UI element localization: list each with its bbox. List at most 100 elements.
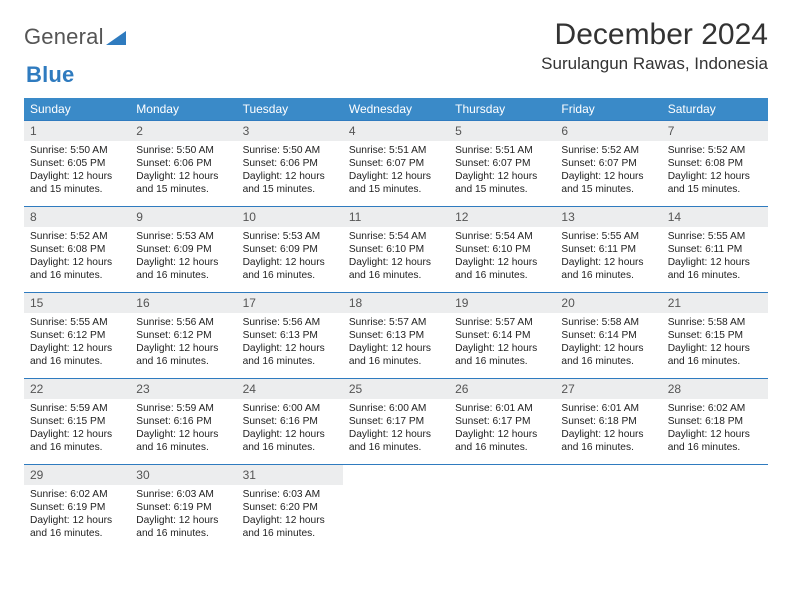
day-number: 16: [130, 293, 236, 313]
brand-part1: General: [24, 24, 104, 50]
day-details: Sunrise: 5:57 AM Sunset: 6:13 PM Dayligh…: [343, 313, 449, 372]
day-details: Sunrise: 6:01 AM Sunset: 6:18 PM Dayligh…: [555, 399, 661, 458]
calendar-cell: 15Sunrise: 5:55 AM Sunset: 6:12 PM Dayli…: [24, 293, 130, 379]
day-number: 26: [449, 379, 555, 399]
day-details: Sunrise: 5:53 AM Sunset: 6:09 PM Dayligh…: [237, 227, 343, 286]
calendar-cell: 17Sunrise: 5:56 AM Sunset: 6:13 PM Dayli…: [237, 293, 343, 379]
calendar-cell: 10Sunrise: 5:53 AM Sunset: 6:09 PM Dayli…: [237, 207, 343, 293]
day-number: 14: [662, 207, 768, 227]
calendar-cell: 4Sunrise: 5:51 AM Sunset: 6:07 PM Daylig…: [343, 121, 449, 207]
weekday-header: Monday: [130, 98, 236, 121]
calendar-cell: [343, 465, 449, 551]
brand-triangle-icon: [106, 29, 126, 45]
day-details: Sunrise: 5:50 AM Sunset: 6:05 PM Dayligh…: [24, 141, 130, 200]
day-details: Sunrise: 6:02 AM Sunset: 6:18 PM Dayligh…: [662, 399, 768, 458]
calendar-cell: 22Sunrise: 5:59 AM Sunset: 6:15 PM Dayli…: [24, 379, 130, 465]
day-number: 6: [555, 121, 661, 141]
brand-logo: General: [24, 18, 126, 50]
calendar-row: 22Sunrise: 5:59 AM Sunset: 6:15 PM Dayli…: [24, 379, 768, 465]
day-number: 28: [662, 379, 768, 399]
calendar-cell: [662, 465, 768, 551]
day-number: 1: [24, 121, 130, 141]
calendar-cell: 3Sunrise: 5:50 AM Sunset: 6:06 PM Daylig…: [237, 121, 343, 207]
day-number: 27: [555, 379, 661, 399]
calendar-table: Sunday Monday Tuesday Wednesday Thursday…: [24, 98, 768, 551]
day-number: 23: [130, 379, 236, 399]
day-number: 13: [555, 207, 661, 227]
calendar-cell: 18Sunrise: 5:57 AM Sunset: 6:13 PM Dayli…: [343, 293, 449, 379]
day-number: 3: [237, 121, 343, 141]
day-number: 29: [24, 465, 130, 485]
day-details: Sunrise: 6:00 AM Sunset: 6:16 PM Dayligh…: [237, 399, 343, 458]
day-details: Sunrise: 5:57 AM Sunset: 6:14 PM Dayligh…: [449, 313, 555, 372]
day-number: 9: [130, 207, 236, 227]
day-details: Sunrise: 6:03 AM Sunset: 6:19 PM Dayligh…: [130, 485, 236, 544]
day-details: Sunrise: 5:52 AM Sunset: 6:07 PM Dayligh…: [555, 141, 661, 200]
brand-part2: Blue: [26, 62, 74, 88]
day-number: 11: [343, 207, 449, 227]
day-details: Sunrise: 5:58 AM Sunset: 6:15 PM Dayligh…: [662, 313, 768, 372]
day-details: Sunrise: 5:56 AM Sunset: 6:12 PM Dayligh…: [130, 313, 236, 372]
day-number: 4: [343, 121, 449, 141]
location: Surulangun Rawas, Indonesia: [541, 54, 768, 74]
day-details: Sunrise: 6:02 AM Sunset: 6:19 PM Dayligh…: [24, 485, 130, 544]
day-details: Sunrise: 6:01 AM Sunset: 6:17 PM Dayligh…: [449, 399, 555, 458]
calendar-cell: 6Sunrise: 5:52 AM Sunset: 6:07 PM Daylig…: [555, 121, 661, 207]
weekday-header: Tuesday: [237, 98, 343, 121]
calendar-cell: [449, 465, 555, 551]
calendar-cell: 23Sunrise: 5:59 AM Sunset: 6:16 PM Dayli…: [130, 379, 236, 465]
calendar-cell: 7Sunrise: 5:52 AM Sunset: 6:08 PM Daylig…: [662, 121, 768, 207]
calendar-row: 1Sunrise: 5:50 AM Sunset: 6:05 PM Daylig…: [24, 121, 768, 207]
day-number: 31: [237, 465, 343, 485]
day-number: 22: [24, 379, 130, 399]
calendar-cell: 28Sunrise: 6:02 AM Sunset: 6:18 PM Dayli…: [662, 379, 768, 465]
weekday-header: Sunday: [24, 98, 130, 121]
day-number: 30: [130, 465, 236, 485]
day-number: 18: [343, 293, 449, 313]
day-details: Sunrise: 5:59 AM Sunset: 6:15 PM Dayligh…: [24, 399, 130, 458]
day-details: Sunrise: 6:03 AM Sunset: 6:20 PM Dayligh…: [237, 485, 343, 544]
calendar-cell: 1Sunrise: 5:50 AM Sunset: 6:05 PM Daylig…: [24, 121, 130, 207]
day-number: 24: [237, 379, 343, 399]
day-details: Sunrise: 5:55 AM Sunset: 6:11 PM Dayligh…: [662, 227, 768, 286]
calendar-cell: 11Sunrise: 5:54 AM Sunset: 6:10 PM Dayli…: [343, 207, 449, 293]
calendar-cell: 21Sunrise: 5:58 AM Sunset: 6:15 PM Dayli…: [662, 293, 768, 379]
title-block: December 2024 Surulangun Rawas, Indonesi…: [541, 18, 768, 74]
day-details: Sunrise: 5:51 AM Sunset: 6:07 PM Dayligh…: [343, 141, 449, 200]
month-title: December 2024: [541, 18, 768, 52]
day-number: 25: [343, 379, 449, 399]
calendar-cell: 26Sunrise: 6:01 AM Sunset: 6:17 PM Dayli…: [449, 379, 555, 465]
day-number: 7: [662, 121, 768, 141]
calendar-cell: 25Sunrise: 6:00 AM Sunset: 6:17 PM Dayli…: [343, 379, 449, 465]
day-number: 20: [555, 293, 661, 313]
day-details: Sunrise: 5:52 AM Sunset: 6:08 PM Dayligh…: [662, 141, 768, 200]
calendar-cell: 14Sunrise: 5:55 AM Sunset: 6:11 PM Dayli…: [662, 207, 768, 293]
weekday-header: Friday: [555, 98, 661, 121]
calendar-cell: 31Sunrise: 6:03 AM Sunset: 6:20 PM Dayli…: [237, 465, 343, 551]
calendar-cell: 8Sunrise: 5:52 AM Sunset: 6:08 PM Daylig…: [24, 207, 130, 293]
calendar-row: 8Sunrise: 5:52 AM Sunset: 6:08 PM Daylig…: [24, 207, 768, 293]
calendar-cell: 24Sunrise: 6:00 AM Sunset: 6:16 PM Dayli…: [237, 379, 343, 465]
day-details: Sunrise: 5:58 AM Sunset: 6:14 PM Dayligh…: [555, 313, 661, 372]
day-number: 12: [449, 207, 555, 227]
day-number: 19: [449, 293, 555, 313]
weekday-header: Wednesday: [343, 98, 449, 121]
day-number: 2: [130, 121, 236, 141]
day-details: Sunrise: 5:50 AM Sunset: 6:06 PM Dayligh…: [237, 141, 343, 200]
calendar-cell: [555, 465, 661, 551]
day-details: Sunrise: 5:52 AM Sunset: 6:08 PM Dayligh…: [24, 227, 130, 286]
day-details: Sunrise: 5:54 AM Sunset: 6:10 PM Dayligh…: [343, 227, 449, 286]
day-number: 21: [662, 293, 768, 313]
weekday-header: Saturday: [662, 98, 768, 121]
day-number: 15: [24, 293, 130, 313]
calendar-body: 1Sunrise: 5:50 AM Sunset: 6:05 PM Daylig…: [24, 121, 768, 551]
calendar-cell: 5Sunrise: 5:51 AM Sunset: 6:07 PM Daylig…: [449, 121, 555, 207]
calendar-cell: 19Sunrise: 5:57 AM Sunset: 6:14 PM Dayli…: [449, 293, 555, 379]
day-number: 8: [24, 207, 130, 227]
calendar-row: 29Sunrise: 6:02 AM Sunset: 6:19 PM Dayli…: [24, 465, 768, 551]
day-details: Sunrise: 5:59 AM Sunset: 6:16 PM Dayligh…: [130, 399, 236, 458]
weekday-header-row: Sunday Monday Tuesday Wednesday Thursday…: [24, 98, 768, 121]
day-details: Sunrise: 5:56 AM Sunset: 6:13 PM Dayligh…: [237, 313, 343, 372]
calendar-cell: 13Sunrise: 5:55 AM Sunset: 6:11 PM Dayli…: [555, 207, 661, 293]
day-number: 5: [449, 121, 555, 141]
